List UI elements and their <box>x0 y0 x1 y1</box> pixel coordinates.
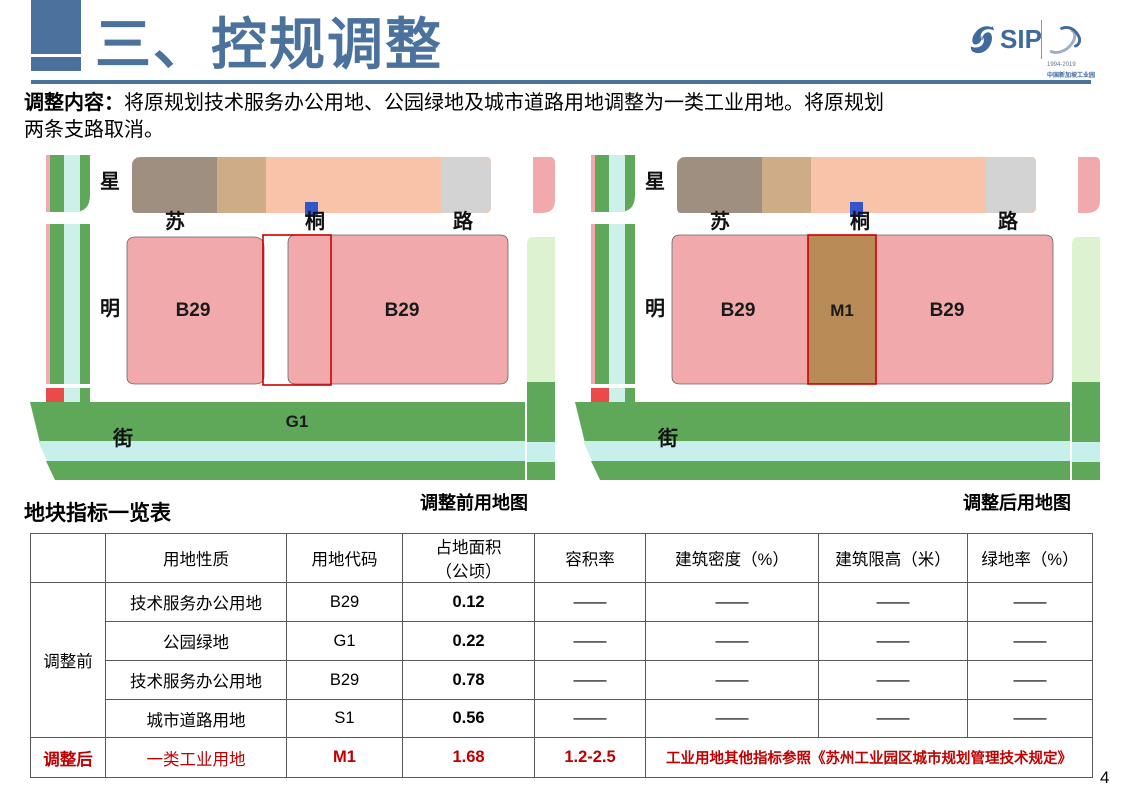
svg-text:街: 街 <box>112 426 133 450</box>
svg-text:路: 路 <box>998 209 1019 233</box>
svg-text:M1: M1 <box>830 301 854 320</box>
svg-text:B29: B29 <box>176 300 211 321</box>
svg-text:星: 星 <box>645 170 665 193</box>
svg-text:苏: 苏 <box>165 210 185 233</box>
svg-text:G1: G1 <box>286 412 309 431</box>
svg-text:苏: 苏 <box>710 210 730 233</box>
svg-text:明: 明 <box>645 297 665 320</box>
svg-text:桐: 桐 <box>850 210 870 233</box>
svg-text:星: 星 <box>100 170 120 193</box>
svg-text:街: 街 <box>657 426 678 450</box>
svg-text:B29: B29 <box>385 300 420 321</box>
svg-text:路: 路 <box>453 209 474 233</box>
svg-text:B29: B29 <box>930 300 965 321</box>
svg-text:明: 明 <box>100 297 120 320</box>
svg-text:B29: B29 <box>721 300 756 321</box>
svg-text:桐: 桐 <box>305 210 325 233</box>
